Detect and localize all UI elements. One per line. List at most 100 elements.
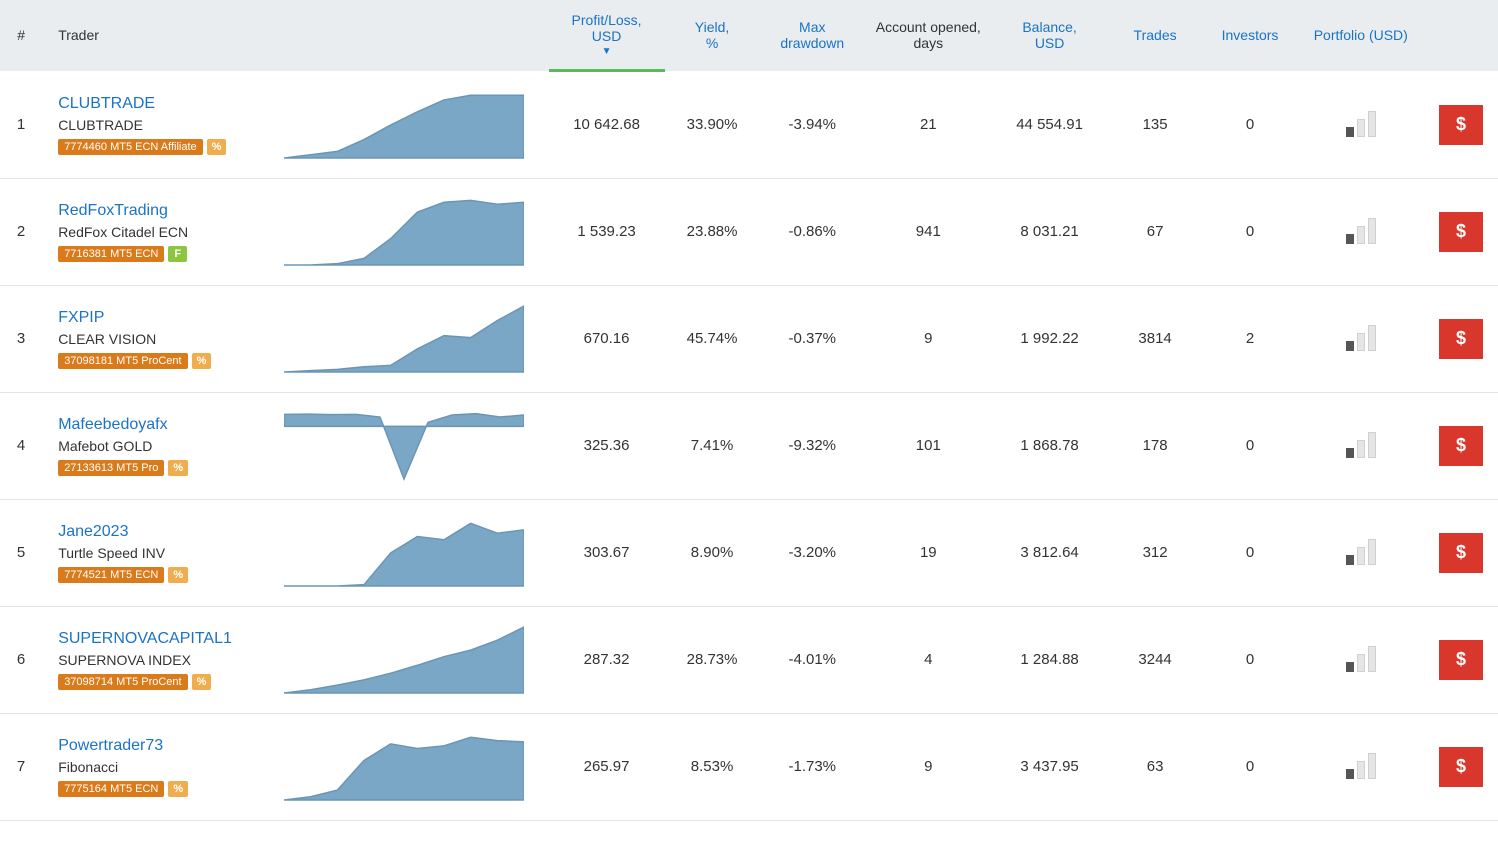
header-investors[interactable]: Investors bbox=[1203, 0, 1298, 71]
account-name: RedFox Citadel ECN bbox=[58, 224, 266, 240]
portfolio-cell bbox=[1297, 285, 1424, 392]
sort-arrow-down-icon: ▼ bbox=[557, 46, 657, 57]
yield-value: 8.53% bbox=[665, 713, 760, 820]
invest-button[interactable]: $ bbox=[1439, 533, 1483, 573]
max-drawdown-value: -9.32% bbox=[760, 392, 865, 499]
portfolio-cell bbox=[1297, 392, 1424, 499]
trades-value: 312 bbox=[1108, 499, 1203, 606]
invest-button[interactable]: $ bbox=[1439, 319, 1483, 359]
days-value: 9 bbox=[865, 713, 992, 820]
extra-badge: % bbox=[168, 567, 188, 583]
portfolio-bar bbox=[1346, 662, 1354, 672]
portfolio-bars bbox=[1346, 751, 1376, 779]
header-trader[interactable]: Trader bbox=[42, 0, 274, 71]
portfolio-bar bbox=[1346, 234, 1354, 244]
action-cell: $ bbox=[1424, 285, 1498, 392]
badges: 7774521 MT5 ECN % bbox=[58, 567, 266, 583]
action-cell: $ bbox=[1424, 71, 1498, 179]
account-badge: 27133613 MT5 Pro bbox=[58, 460, 164, 476]
max-drawdown-value: -3.20% bbox=[760, 499, 865, 606]
header-num[interactable]: # bbox=[0, 0, 42, 71]
portfolio-bar bbox=[1368, 753, 1376, 779]
badges: 27133613 MT5 Pro % bbox=[58, 460, 266, 476]
trader-cell: FXPIP CLEAR VISION 37098181 MT5 ProCent … bbox=[42, 285, 274, 392]
extra-badge: % bbox=[192, 674, 212, 690]
sparkline-cell bbox=[274, 713, 548, 820]
trader-cell: SUPERNOVACAPITAL1 SUPERNOVA INDEX 370987… bbox=[42, 606, 274, 713]
badges: 7774460 MT5 ECN Affiliate % bbox=[58, 139, 266, 155]
trader-name-link[interactable]: CLUBTRADE bbox=[58, 95, 266, 113]
trader-name-link[interactable]: Powertrader73 bbox=[58, 737, 266, 755]
account-badge: 7774521 MT5 ECN bbox=[58, 567, 164, 583]
yield-value: 45.74% bbox=[665, 285, 760, 392]
trader-name-link[interactable]: RedFoxTrading bbox=[58, 202, 266, 220]
row-number: 3 bbox=[0, 285, 42, 392]
sparkline-cell bbox=[274, 178, 548, 285]
profit-loss-value: 325.36 bbox=[549, 392, 665, 499]
balance-value: 1 868.78 bbox=[992, 392, 1108, 499]
account-badge: 7775164 MT5 ECN bbox=[58, 781, 164, 797]
trades-value: 3244 bbox=[1108, 606, 1203, 713]
invest-button[interactable]: $ bbox=[1439, 212, 1483, 252]
sparkline-cell bbox=[274, 71, 548, 179]
portfolio-bar bbox=[1357, 654, 1365, 672]
portfolio-bar bbox=[1346, 127, 1354, 137]
header-portfolio[interactable]: Portfolio (USD) bbox=[1297, 0, 1424, 71]
investors-value: 0 bbox=[1203, 499, 1298, 606]
yield-value: 7.41% bbox=[665, 392, 760, 499]
trades-value: 63 bbox=[1108, 713, 1203, 820]
table-row: 2 RedFoxTrading RedFox Citadel ECN 77163… bbox=[0, 178, 1498, 285]
action-cell: $ bbox=[1424, 499, 1498, 606]
max-drawdown-value: -1.73% bbox=[760, 713, 865, 820]
trades-value: 67 bbox=[1108, 178, 1203, 285]
portfolio-bar bbox=[1357, 226, 1365, 244]
action-cell: $ bbox=[1424, 178, 1498, 285]
investors-value: 0 bbox=[1203, 392, 1298, 499]
profit-loss-value: 670.16 bbox=[549, 285, 665, 392]
balance-value: 3 812.64 bbox=[992, 499, 1108, 606]
header-max-drawdown[interactable]: Max drawdown bbox=[760, 0, 865, 71]
row-number: 7 bbox=[0, 713, 42, 820]
days-value: 4 bbox=[865, 606, 992, 713]
invest-button[interactable]: $ bbox=[1439, 640, 1483, 680]
dollar-icon: $ bbox=[1456, 221, 1466, 242]
invest-button[interactable]: $ bbox=[1439, 426, 1483, 466]
portfolio-cell bbox=[1297, 499, 1424, 606]
trader-name-link[interactable]: Mafeebedoyafx bbox=[58, 416, 266, 434]
extra-badge: F bbox=[168, 246, 187, 262]
trader-cell: CLUBTRADE CLUBTRADE 7774460 MT5 ECN Affi… bbox=[42, 71, 274, 179]
header-balance[interactable]: Balance, USD bbox=[992, 0, 1108, 71]
row-number: 1 bbox=[0, 71, 42, 179]
badges: 7716381 MT5 ECN F bbox=[58, 246, 266, 262]
sparkline-cell bbox=[274, 499, 548, 606]
portfolio-bars bbox=[1346, 323, 1376, 351]
dollar-icon: $ bbox=[1456, 328, 1466, 349]
account-badge: 7716381 MT5 ECN bbox=[58, 246, 164, 262]
table-header: # Trader Profit/Loss, USD ▼ Yield, % Max… bbox=[0, 0, 1498, 71]
trader-name-link[interactable]: SUPERNOVACAPITAL1 bbox=[58, 630, 266, 648]
portfolio-bar bbox=[1368, 646, 1376, 672]
dollar-icon: $ bbox=[1456, 435, 1466, 456]
portfolio-bar bbox=[1368, 432, 1376, 458]
header-action bbox=[1424, 0, 1498, 71]
yield-value: 23.88% bbox=[665, 178, 760, 285]
header-profit-loss[interactable]: Profit/Loss, USD ▼ bbox=[549, 0, 665, 71]
trader-cell: Powertrader73 Fibonacci 7775164 MT5 ECN … bbox=[42, 713, 274, 820]
account-name: CLEAR VISION bbox=[58, 331, 266, 347]
days-value: 101 bbox=[865, 392, 992, 499]
invest-button[interactable]: $ bbox=[1439, 105, 1483, 145]
portfolio-bar bbox=[1357, 547, 1365, 565]
balance-value: 44 554.91 bbox=[992, 71, 1108, 179]
portfolio-bars bbox=[1346, 430, 1376, 458]
header-trades[interactable]: Trades bbox=[1108, 0, 1203, 71]
sparkline-cell bbox=[274, 285, 548, 392]
portfolio-bar bbox=[1357, 761, 1365, 779]
header-yield[interactable]: Yield, % bbox=[665, 0, 760, 71]
trader-name-link[interactable]: Jane2023 bbox=[58, 523, 266, 541]
invest-button[interactable]: $ bbox=[1439, 747, 1483, 787]
trades-value: 3814 bbox=[1108, 285, 1203, 392]
row-number: 2 bbox=[0, 178, 42, 285]
header-account-opened[interactable]: Account opened, days bbox=[865, 0, 992, 71]
trader-name-link[interactable]: FXPIP bbox=[58, 309, 266, 327]
account-badge: 37098714 MT5 ProCent bbox=[58, 674, 187, 690]
